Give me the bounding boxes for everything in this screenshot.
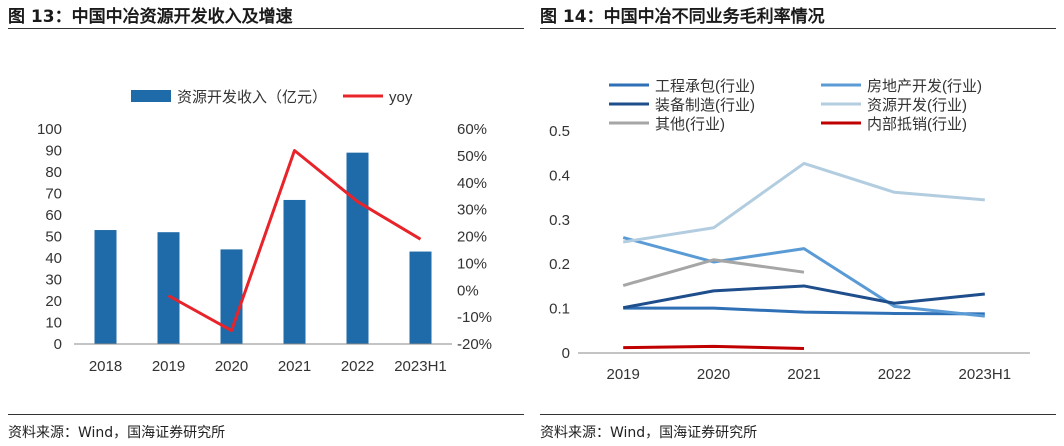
- revenue-bar: [346, 152, 369, 344]
- figure-14-title: 图 14：中国中冶不同业务毛利率情况: [540, 7, 825, 27]
- margin-line-5: [623, 344, 805, 351]
- legend-label-3: 资源开发(行业): [867, 97, 967, 114]
- margin-line-4: [622, 258, 805, 287]
- yoy-line: [167, 149, 422, 333]
- x-tick-label: 2020: [215, 358, 248, 375]
- left-y-tick-label: 90: [45, 143, 62, 160]
- y-tick-label: 0.1: [549, 301, 570, 318]
- x-tick-label: 2019: [607, 366, 640, 383]
- revenue-bar: [157, 232, 180, 344]
- right-y-tick-label: 40%: [457, 175, 487, 192]
- legend-label-4: 其他(行业): [655, 116, 725, 133]
- y-tick-label: 0.2: [549, 256, 570, 273]
- x-tick-label: 2018: [89, 358, 122, 375]
- x-tick-label: 2023H1: [394, 358, 447, 375]
- x-tick-label: 2022: [341, 358, 374, 375]
- revenue-bar: [94, 230, 117, 344]
- figure-14-source: 资料来源：Wind，国海证券研究所: [540, 425, 758, 441]
- figure-13-source: 资料来源：Wind，国海证券研究所: [8, 425, 226, 441]
- right-y-tick-label: 30%: [457, 202, 487, 219]
- legend-bar-label: 资源开发收入（亿元）: [177, 89, 327, 106]
- figure-13-panel: 图 13：中国中冶资源开发收入及增速 0 10 20 30 40 50 60 70 80 90 10…: [8, 7, 524, 441]
- left-y-tick-label: 70: [45, 186, 62, 203]
- revenue-bar: [220, 249, 243, 344]
- x-tick-label: 2022: [878, 366, 911, 383]
- left-y-tick-label: 20: [45, 293, 62, 310]
- left-y-tick-label: 10: [45, 315, 62, 332]
- right-y-tick-label: -20%: [457, 336, 492, 353]
- figure-14-top-rule: [540, 28, 1056, 29]
- legend-bar-swatch: [131, 90, 171, 102]
- revenue-bar: [409, 251, 432, 344]
- left-y-tick-label: 50: [45, 229, 62, 246]
- legend-label-1: 房地产开发(行业): [867, 78, 982, 95]
- y-tick-label: 0.3: [549, 212, 570, 229]
- y-tick-label: 0.5: [549, 123, 570, 140]
- right-y-tick-label: 50%: [457, 148, 487, 165]
- margin-line-1: [622, 236, 985, 318]
- left-y-tick-label: 100: [37, 121, 62, 138]
- right-y-tick-label: 60%: [457, 121, 487, 138]
- margin-line-2: [622, 284, 985, 310]
- right-y-tick-label: 0%: [457, 282, 479, 299]
- margin-line-0: [623, 306, 985, 316]
- x-tick-label: 2023H1: [959, 366, 1012, 383]
- figure-13-top-rule: [8, 28, 524, 29]
- legend-label-5: 内部抵销(行业): [867, 116, 967, 133]
- right-y-tick-label: -10%: [457, 309, 492, 326]
- figure-14-bottom-rule: [540, 414, 1056, 415]
- y-tick-label: 0.4: [549, 167, 570, 184]
- margin-line-3: [622, 161, 985, 244]
- revenue-growth-chart: 0 10 20 30 40 50 60 70 80 90 100 -20% -10% 0% 10% 20% 30…: [37, 89, 492, 375]
- figure-13-title: 图 13：中国中冶资源开发收入及增速: [8, 7, 293, 27]
- legend-label-2: 装备制造(行业): [655, 97, 755, 114]
- revenue-bar: [283, 199, 306, 344]
- y-tick-label: 0: [562, 345, 570, 362]
- x-tick-label: 2019: [152, 358, 185, 375]
- right-y-tick-label: 20%: [457, 229, 487, 246]
- legend-label-0: 工程承包(行业): [655, 78, 755, 95]
- right-y-tick-label: 10%: [457, 255, 487, 272]
- legend-yoy-label: yoy: [389, 89, 413, 106]
- figure-13-bottom-rule: [8, 414, 524, 415]
- left-y-tick-label: 60: [45, 207, 62, 224]
- gross-margin-chart: 0 0.1 0.2 0.3 0.4 0.5 2019 2020 2021 2022 2023H1 工程…: [549, 78, 1030, 383]
- x-tick-label: 2020: [697, 366, 730, 383]
- left-y-tick-label: 30: [45, 272, 62, 289]
- left-y-tick-label: 0: [54, 336, 62, 353]
- x-tick-label: 2021: [787, 366, 820, 383]
- x-tick-label: 2021: [278, 358, 311, 375]
- left-y-tick-label: 40: [45, 250, 62, 267]
- figure-14-panel: 图 14：中国中冶不同业务毛利率情况 0 0.1 0.2 0.3 0.4 0.5 2019 2…: [532, 0, 1064, 446]
- left-y-tick-label: 80: [45, 164, 62, 181]
